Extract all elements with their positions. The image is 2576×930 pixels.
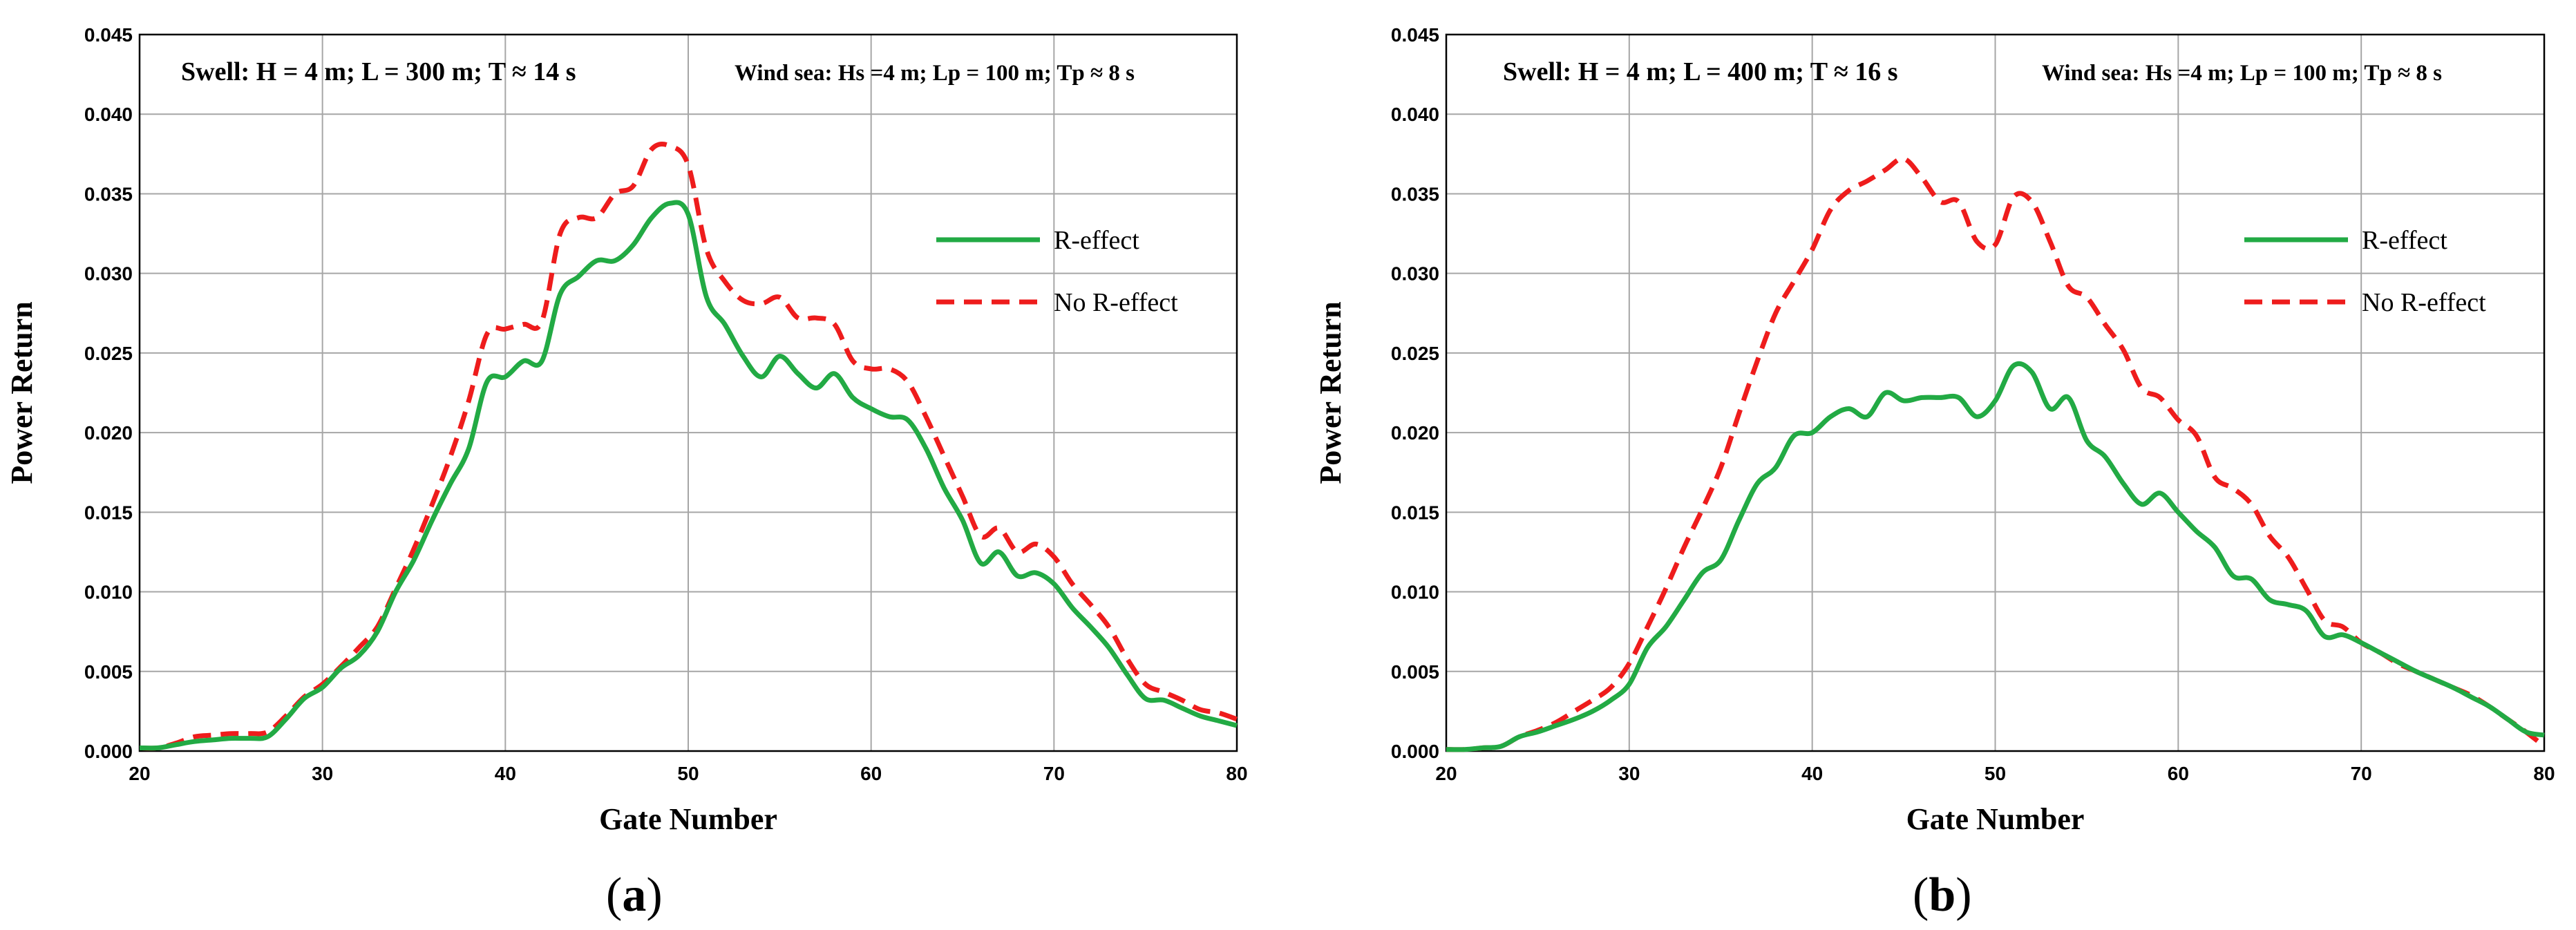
wind-sea-annotation: Wind sea: Hs =4 m; Lp = 100 m; Tp ≈ 8 s — [735, 61, 1135, 86]
x-tick-label: 60 — [2168, 763, 2189, 784]
x-tick-label: 70 — [2351, 763, 2372, 784]
caption-close-paren: ) — [1955, 869, 1971, 922]
y-tick-label: 0.045 — [1391, 24, 1439, 46]
x-tick-label: 60 — [860, 763, 882, 784]
y-tick-label: 0.040 — [1391, 104, 1439, 125]
y-tick-label: 0.015 — [84, 502, 133, 523]
caption-open-paren: ( — [1913, 869, 1929, 922]
plot-frame — [138, 33, 1238, 752]
chart-panel-b: 0.000 0.005 0.010 0.015 0.020 0.025 0.030 0.035… — [1314, 24, 2555, 922]
y-tick-label: 0.000 — [1391, 741, 1439, 762]
x-axis-title: Gate Number — [599, 802, 777, 836]
y-tick-label: 0.020 — [84, 422, 133, 444]
caption-label: a — [622, 869, 646, 922]
legend-label: R-effect — [1054, 226, 1139, 255]
x-tick-label: 70 — [1043, 763, 1065, 784]
y-axis-title: Power Return — [1314, 301, 1347, 484]
x-tick-label: 50 — [677, 763, 699, 784]
y-tick-label: 0.005 — [1391, 661, 1439, 683]
x-tick-label: 30 — [1618, 763, 1640, 784]
caption-open-paren: ( — [606, 869, 622, 922]
y-axis-title: Power Return — [5, 301, 39, 484]
caption-close-paren: ) — [646, 869, 662, 922]
x-tick-label: 80 — [1226, 763, 1247, 784]
chart-panel-a: 0.000 0.005 0.010 0.015 0.020 0.025 0.030 0.035… — [5, 24, 1248, 922]
legend-label: R-effect — [2362, 226, 2447, 255]
y-tick-label: 0.020 — [1391, 422, 1439, 444]
caption-label: b — [1929, 869, 1955, 922]
x-tick-label: 20 — [1435, 763, 1457, 784]
y-tick-label: 0.000 — [84, 741, 133, 762]
y-tick-label: 0.030 — [84, 263, 133, 285]
panel-caption: (a) — [606, 869, 663, 922]
swell-annotation: Swell: H = 4 m; L = 300 m; T ≈ 14 s — [181, 57, 576, 86]
wind-sea-annotation: Wind sea: Hs =4 m; Lp = 100 m; Tp ≈ 8 s — [2042, 61, 2442, 86]
x-tick-label: 40 — [495, 763, 516, 784]
y-tick-label: 0.035 — [84, 183, 133, 205]
y-tick-label: 0.035 — [1391, 183, 1439, 205]
x-axis-title: Gate Number — [1906, 802, 2085, 836]
x-tick-label: 20 — [129, 763, 150, 784]
legend-label: No R-effect — [2362, 288, 2486, 317]
plot-frame — [1445, 33, 2546, 752]
x-tick-label: 30 — [312, 763, 333, 784]
y-tick-label: 0.005 — [84, 661, 133, 683]
x-tick-label: 50 — [1985, 763, 2006, 784]
panel-caption: (b) — [1913, 869, 1972, 922]
legend-label: No R-effect — [1054, 288, 1178, 317]
y-tick-label: 0.025 — [1391, 343, 1439, 364]
y-tick-label: 0.015 — [1391, 502, 1439, 523]
x-tick-label: 80 — [2533, 763, 2555, 784]
x-tick-label: 40 — [1801, 763, 1823, 784]
y-tick-label: 0.040 — [84, 104, 133, 125]
series-line-r-effect — [139, 200, 1238, 751]
y-tick-label: 0.025 — [84, 343, 133, 364]
series-line-r-effect — [1446, 361, 2545, 752]
swell-annotation: Swell: H = 4 m; L = 400 m; T ≈ 16 s — [1503, 57, 1898, 86]
y-tick-label: 0.030 — [1391, 263, 1439, 285]
y-tick-label: 0.010 — [1391, 582, 1439, 603]
y-tick-label: 0.010 — [84, 582, 133, 603]
y-tick-label: 0.045 — [84, 24, 133, 46]
